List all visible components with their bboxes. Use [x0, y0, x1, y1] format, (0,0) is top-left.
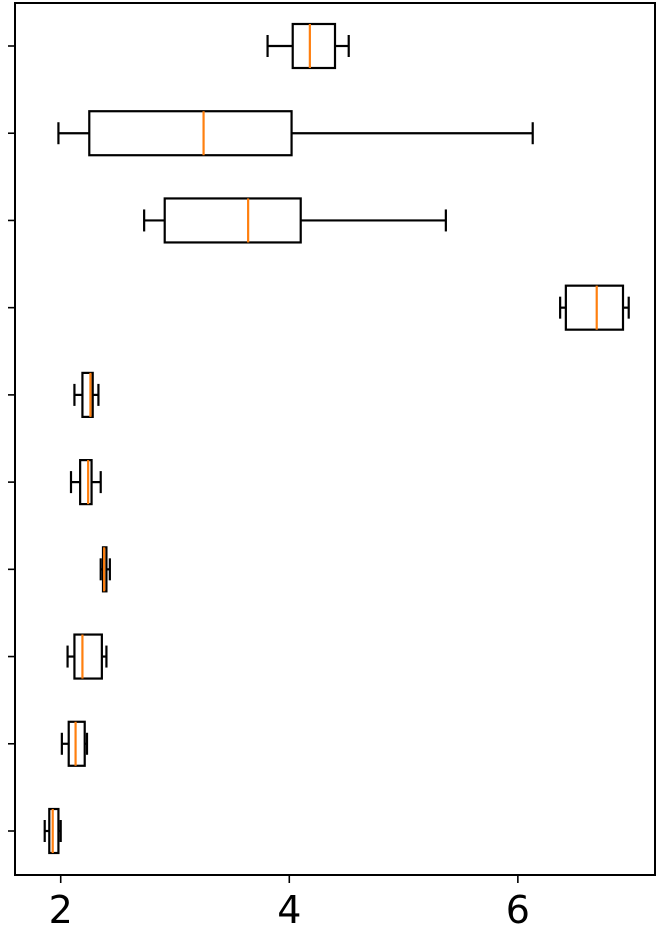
- box-group: [73, 371, 100, 418]
- box-group: [99, 546, 111, 593]
- box-iqr: [48, 807, 60, 855]
- box-iqr: [73, 633, 103, 680]
- x-axis-ticks: 2 4 6: [49, 875, 530, 927]
- box-group: [266, 22, 350, 70]
- x-tick-label: 6: [506, 888, 530, 927]
- box-iqr: [163, 197, 302, 244]
- box-group: [66, 633, 108, 680]
- box-group: [559, 284, 630, 331]
- box-iqr: [67, 720, 86, 767]
- x-tick-label: 4: [277, 888, 301, 927]
- boxes-layer: [43, 22, 630, 855]
- box-iqr: [79, 459, 93, 506]
- box-iqr: [291, 22, 337, 70]
- box-iqr: [564, 284, 625, 331]
- plot-frame: [14, 2, 656, 876]
- x-tick-label: 2: [49, 888, 73, 927]
- box-group: [60, 720, 89, 767]
- box-group: [69, 459, 102, 506]
- box-iqr: [81, 371, 94, 418]
- box-iqr: [88, 110, 293, 157]
- box-group: [43, 807, 62, 855]
- box-group: [143, 197, 447, 244]
- y-axis-ticks: [8, 45, 15, 832]
- box-group: [57, 110, 534, 157]
